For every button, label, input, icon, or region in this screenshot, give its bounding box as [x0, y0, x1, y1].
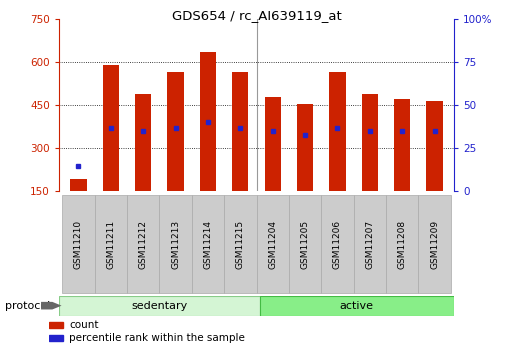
Bar: [265, 97, 281, 191]
Bar: [426, 101, 443, 191]
Text: GSM11215: GSM11215: [236, 219, 245, 269]
Bar: [394, 99, 410, 191]
Bar: [167, 72, 184, 191]
Text: active: active: [340, 301, 374, 310]
Bar: [232, 72, 248, 191]
FancyBboxPatch shape: [62, 195, 94, 293]
Text: GSM11210: GSM11210: [74, 219, 83, 269]
FancyBboxPatch shape: [59, 296, 260, 316]
Text: GSM11208: GSM11208: [398, 219, 407, 269]
Bar: [103, 65, 119, 191]
Bar: [200, 52, 216, 191]
Bar: [362, 94, 378, 191]
Bar: [49, 335, 63, 341]
Text: GSM11213: GSM11213: [171, 219, 180, 269]
FancyBboxPatch shape: [192, 195, 224, 293]
Text: GDS654 / rc_AI639119_at: GDS654 / rc_AI639119_at: [172, 9, 341, 22]
Bar: [70, 178, 87, 191]
FancyBboxPatch shape: [160, 195, 192, 293]
FancyBboxPatch shape: [224, 195, 256, 293]
Text: GSM11207: GSM11207: [365, 219, 374, 269]
Bar: [329, 72, 346, 191]
Bar: [135, 94, 151, 191]
Text: sedentary: sedentary: [131, 301, 187, 310]
FancyBboxPatch shape: [353, 195, 386, 293]
Text: GSM11205: GSM11205: [301, 219, 309, 269]
Text: protocol: protocol: [5, 301, 50, 310]
FancyBboxPatch shape: [94, 195, 127, 293]
FancyBboxPatch shape: [127, 195, 160, 293]
FancyBboxPatch shape: [419, 195, 451, 293]
FancyBboxPatch shape: [321, 195, 353, 293]
Bar: [49, 322, 63, 328]
Text: GSM11209: GSM11209: [430, 219, 439, 269]
FancyBboxPatch shape: [260, 296, 454, 316]
Text: GSM11206: GSM11206: [333, 219, 342, 269]
Text: GSM11212: GSM11212: [139, 219, 148, 269]
Text: count: count: [69, 320, 98, 329]
Text: GSM11211: GSM11211: [106, 219, 115, 269]
FancyBboxPatch shape: [256, 195, 289, 293]
FancyBboxPatch shape: [386, 195, 419, 293]
Text: GSM11214: GSM11214: [204, 219, 212, 269]
Bar: [297, 104, 313, 191]
FancyBboxPatch shape: [289, 195, 321, 293]
Text: GSM11204: GSM11204: [268, 219, 277, 269]
Text: percentile rank within the sample: percentile rank within the sample: [69, 333, 245, 343]
